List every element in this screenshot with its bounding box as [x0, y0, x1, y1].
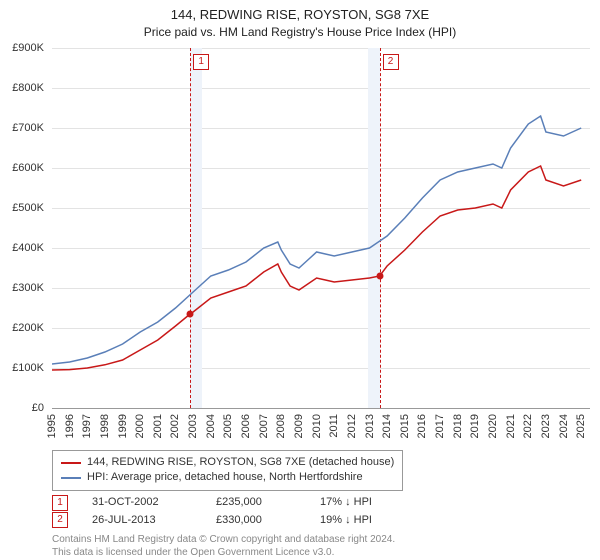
y-tick-label: £500K	[0, 202, 44, 214]
x-tick-label: 1998	[99, 414, 111, 438]
x-tick-label: 2021	[505, 414, 517, 438]
footer-attribution: Contains HM Land Registry data © Crown c…	[52, 534, 395, 559]
x-tick-label: 1999	[117, 414, 129, 438]
sales-table: 1 31-OCT-2002 £235,000 17% ↓ HPI 2 26-JU…	[52, 494, 400, 529]
x-tick-label: 2003	[187, 414, 199, 438]
sale-marker-dot	[187, 311, 194, 318]
x-tick-label: 2009	[293, 414, 305, 438]
legend: 144, REDWING RISE, ROYSTON, SG8 7XE (det…	[52, 450, 403, 491]
sale-date: 26-JUL-2013	[92, 512, 192, 530]
sale-hpi-diff: 19% ↓ HPI	[320, 512, 400, 530]
x-tick-label: 2019	[469, 414, 481, 438]
x-tick-label: 2016	[416, 414, 428, 438]
legend-label: HPI: Average price, detached house, Nort…	[87, 470, 363, 485]
x-tick-label: 2004	[205, 414, 217, 438]
x-tick-label: 2022	[522, 414, 534, 438]
x-tick-label: 2001	[152, 414, 164, 438]
sale-marker-dot	[376, 273, 383, 280]
x-tick-label: 1996	[64, 414, 76, 438]
x-tick-label: 2012	[346, 414, 358, 438]
x-tick-label: 2002	[169, 414, 181, 438]
y-tick-label: £0	[0, 402, 44, 414]
sale-price: £330,000	[216, 512, 296, 530]
chart-area: 12 £0£100K£200K£300K£400K£500K£600K£700K…	[52, 48, 590, 408]
sale-row: 1 31-OCT-2002 £235,000 17% ↓ HPI	[52, 494, 400, 512]
sale-price: £235,000	[216, 494, 296, 512]
x-tick-label: 2000	[134, 414, 146, 438]
chart-title: 144, REDWING RISE, ROYSTON, SG8 7XE	[0, 0, 600, 24]
sale-marker-icon: 2	[52, 512, 68, 528]
x-tick-label: 1997	[81, 414, 93, 438]
y-tick-label: £700K	[0, 122, 44, 134]
x-tick-label: 1995	[46, 414, 58, 438]
y-tick-label: £800K	[0, 82, 44, 94]
sale-row: 2 26-JUL-2013 £330,000 19% ↓ HPI	[52, 512, 400, 530]
legend-swatch	[61, 477, 81, 479]
x-tick-label: 2010	[311, 414, 323, 438]
legend-swatch	[61, 462, 81, 464]
x-tick-label: 2018	[452, 414, 464, 438]
legend-label: 144, REDWING RISE, ROYSTON, SG8 7XE (det…	[87, 455, 394, 470]
x-tick-label: 2011	[328, 414, 340, 438]
x-tick-label: 2008	[275, 414, 287, 438]
x-tick-label: 2006	[240, 414, 252, 438]
y-tick-label: £400K	[0, 242, 44, 254]
series-line-price_paid	[52, 166, 581, 370]
y-axis-labels: £0£100K£200K£300K£400K£500K£600K£700K£80…	[0, 48, 48, 408]
y-tick-label: £100K	[0, 362, 44, 374]
y-tick-label: £900K	[0, 42, 44, 54]
chart-subtitle: Price paid vs. HM Land Registry's House …	[0, 24, 600, 44]
x-tick-label: 2024	[558, 414, 570, 438]
x-tick-label: 2020	[487, 414, 499, 438]
x-tick-label: 2025	[575, 414, 587, 438]
x-tick-label: 2017	[434, 414, 446, 438]
x-tick-label: 2007	[258, 414, 270, 438]
footer-line: This data is licensed under the Open Gov…	[52, 547, 395, 560]
sale-marker-icon: 1	[52, 495, 68, 511]
series-line-hpi	[52, 116, 581, 364]
sale-hpi-diff: 17% ↓ HPI	[320, 494, 400, 512]
y-tick-label: £300K	[0, 282, 44, 294]
y-tick-label: £200K	[0, 322, 44, 334]
y-tick-label: £600K	[0, 162, 44, 174]
legend-item: HPI: Average price, detached house, Nort…	[61, 470, 394, 485]
footer-line: Contains HM Land Registry data © Crown c…	[52, 534, 395, 547]
x-tick-label: 2013	[364, 414, 376, 438]
x-tick-label: 2015	[399, 414, 411, 438]
plot-region: 12	[52, 48, 590, 409]
chart-container: 144, REDWING RISE, ROYSTON, SG8 7XE Pric…	[0, 0, 600, 560]
x-tick-label: 2014	[381, 414, 393, 438]
legend-item: 144, REDWING RISE, ROYSTON, SG8 7XE (det…	[61, 455, 394, 470]
line-chart-svg	[52, 48, 590, 408]
x-tick-label: 2005	[222, 414, 234, 438]
sale-date: 31-OCT-2002	[92, 494, 192, 512]
x-tick-label: 2023	[540, 414, 552, 438]
